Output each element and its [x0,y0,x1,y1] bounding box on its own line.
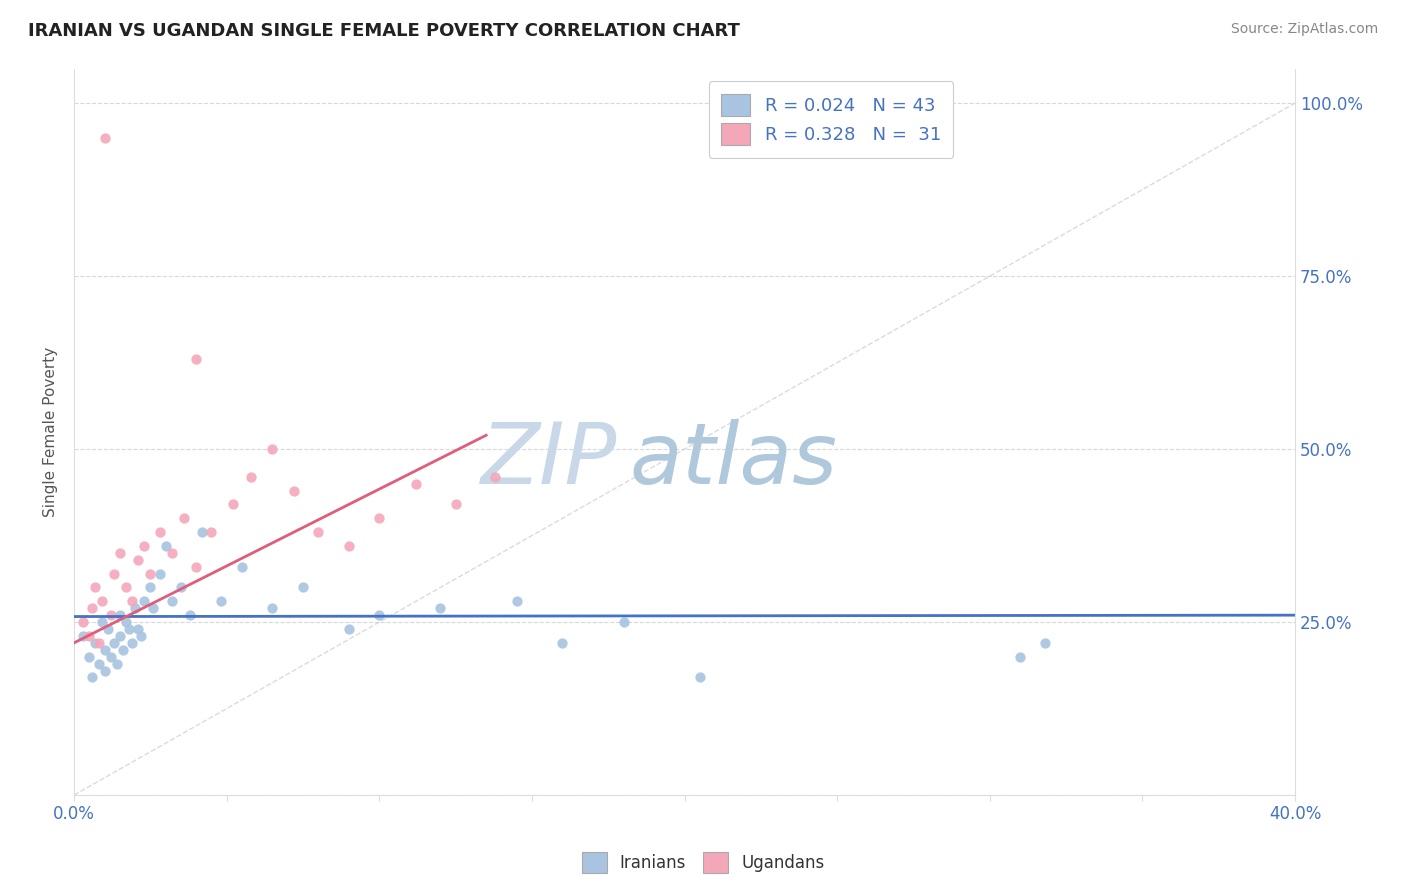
Point [97,622,120,636]
Point [127,622,149,636]
Point [103,566,125,581]
Point [222,498,245,512]
Point [200,525,222,540]
Point [90,615,112,629]
Point [292,581,315,595]
Point [1010,649,1032,664]
Point [551,636,574,650]
Point [100,649,122,664]
Point [93,130,115,145]
Point [186,559,208,574]
Text: ZIP: ZIP [481,419,617,502]
Point [337,622,360,636]
Point [191,525,214,540]
Point [87,636,110,650]
Point [231,559,253,574]
Point [82,601,104,615]
Point [129,629,152,643]
Point [79,629,101,643]
Y-axis label: Single Female Poverty: Single Female Poverty [44,347,58,517]
Point [155,539,177,553]
Text: IRANIAN VS UGANDAN SINGLE FEMALE POVERTY CORRELATION CHART: IRANIAN VS UGANDAN SINGLE FEMALE POVERTY… [28,22,740,40]
Point [134,594,156,608]
Point [170,581,193,595]
Point [148,525,170,540]
Point [90,594,112,608]
Point [115,581,138,595]
Point [115,615,138,629]
Point [148,566,170,581]
Point [93,664,115,678]
Point [108,546,131,560]
Point [429,601,451,615]
Point [368,608,391,623]
Point [186,352,208,367]
Point [1033,636,1056,650]
Point [103,636,125,650]
Point [262,442,284,456]
Point [72,629,94,643]
Point [173,511,195,525]
Point [160,594,183,608]
Point [142,601,165,615]
Point [121,594,143,608]
Point [689,670,711,684]
Point [405,476,427,491]
Point [283,483,305,498]
Point [160,546,183,560]
Point [612,615,634,629]
Point [337,539,360,553]
Point [87,657,110,671]
Point [139,581,162,595]
Text: atlas: atlas [630,419,838,502]
Point [368,511,391,525]
Point [108,629,131,643]
Text: Source: ZipAtlas.com: Source: ZipAtlas.com [1230,22,1378,37]
Legend: R = 0.024   N = 43, R = 0.328   N =  31: R = 0.024 N = 43, R = 0.328 N = 31 [709,81,953,158]
Point [79,649,101,664]
Point [72,615,94,629]
Point [105,657,128,671]
Point [108,608,131,623]
Point [127,553,149,567]
Point [124,601,146,615]
Point [84,581,107,595]
Point [121,636,143,650]
Point [209,594,232,608]
Point [444,498,467,512]
Point [82,670,104,684]
Point [262,601,284,615]
Point [179,608,201,623]
Legend: Iranians, Ugandans: Iranians, Ugandans [575,846,831,880]
Point [484,469,506,483]
Point [118,622,141,636]
Point [307,525,329,540]
Point [139,566,162,581]
Point [84,636,107,650]
Point [240,469,263,483]
Point [111,642,134,657]
Point [100,608,122,623]
Point [505,594,527,608]
Point [134,539,156,553]
Point [93,642,115,657]
